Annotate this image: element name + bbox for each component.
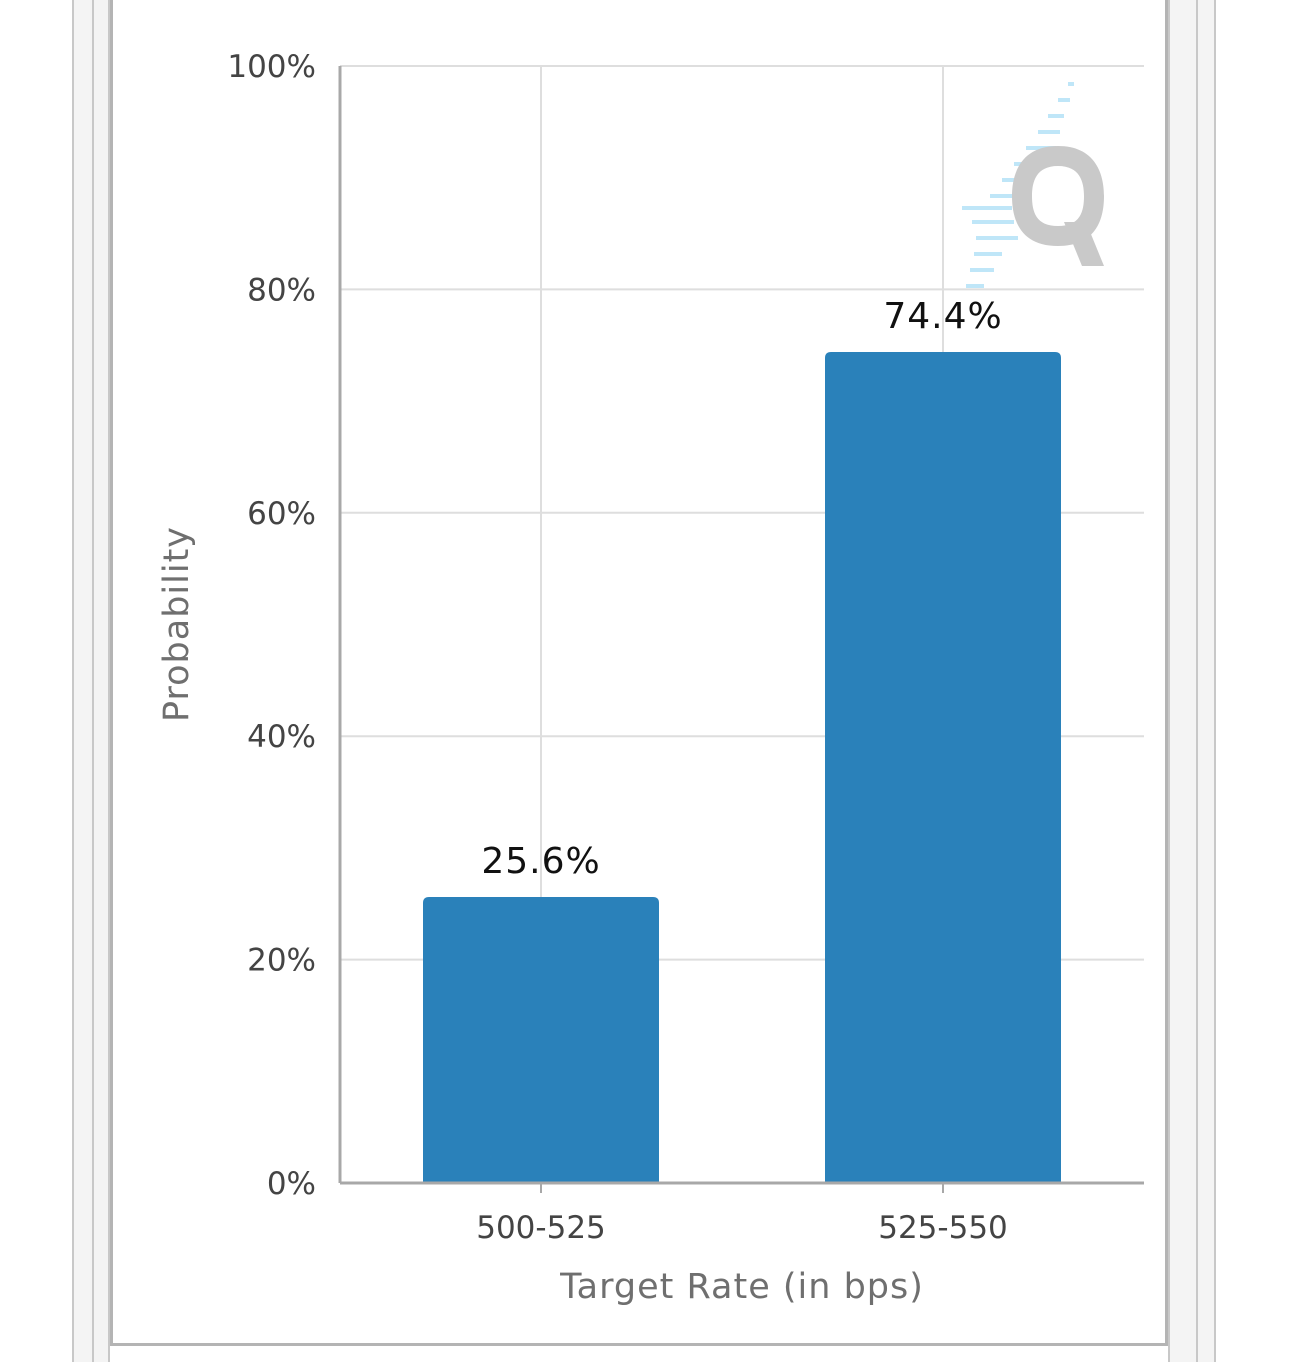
bar-value-label: 74.4%: [883, 296, 1002, 337]
y-tick-label: 40%: [247, 719, 316, 755]
x-tick-label: 500-525: [476, 1210, 606, 1246]
y-tick-label: 100%: [227, 49, 316, 85]
y-tick-label: 20%: [247, 943, 316, 979]
x-axis-title: Target Rate (in bps): [559, 1267, 924, 1307]
right-gutter: [1168, 0, 1216, 1362]
y-tick-label: 60%: [247, 496, 316, 532]
y-tick-label: 80%: [247, 272, 316, 308]
bar-value-label: 25.6%: [481, 841, 600, 882]
y-axis-title: Probability: [157, 526, 197, 722]
bar-500-525: [423, 897, 659, 1183]
right-gutter-line: [1196, 0, 1198, 1362]
y-tick-label: 0%: [267, 1166, 316, 1202]
bar-525-550: [825, 351, 1061, 1183]
left-gutter-line: [92, 0, 94, 1362]
q-logo-watermark-icon: [962, 82, 1104, 288]
x-tick-label: 525-550: [878, 1210, 1008, 1246]
left-gutter: [72, 0, 110, 1362]
